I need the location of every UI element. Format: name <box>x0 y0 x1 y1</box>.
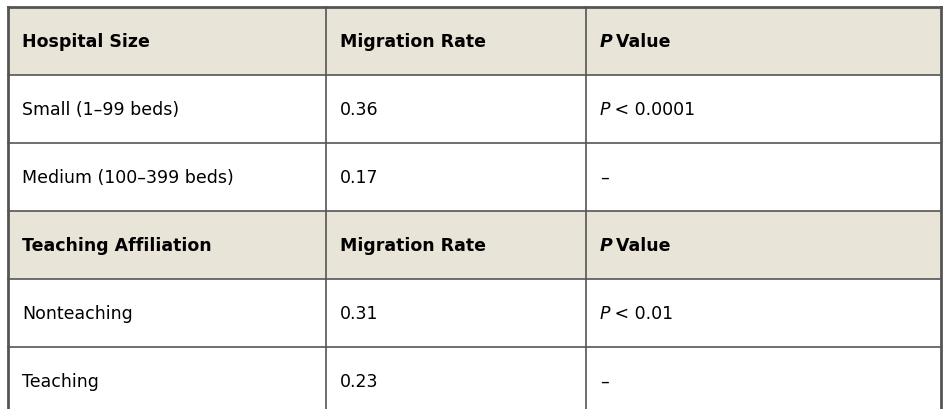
Bar <box>8 76 326 144</box>
Text: Migration Rate: Migration Rate <box>340 236 486 254</box>
Bar <box>326 144 586 211</box>
Text: Hospital Size: Hospital Size <box>22 33 150 51</box>
Bar <box>586 76 941 144</box>
Bar <box>8 8 326 76</box>
Text: P: P <box>600 236 613 254</box>
Text: 0.36: 0.36 <box>340 101 379 119</box>
Text: 0.17: 0.17 <box>340 169 379 187</box>
Bar <box>326 279 586 347</box>
Bar <box>586 279 941 347</box>
Bar <box>326 211 586 279</box>
Text: Nonteaching: Nonteaching <box>22 304 133 322</box>
Bar <box>586 347 941 409</box>
Bar <box>586 8 941 76</box>
Bar <box>326 76 586 144</box>
Text: –: – <box>600 372 609 390</box>
Text: –: – <box>600 169 609 187</box>
Bar <box>8 211 326 279</box>
Text: Teaching Affiliation: Teaching Affiliation <box>22 236 211 254</box>
Bar <box>8 144 326 211</box>
Bar <box>8 347 326 409</box>
Bar <box>326 8 586 76</box>
Bar <box>326 347 586 409</box>
Bar <box>586 144 941 211</box>
Text: Teaching: Teaching <box>22 372 98 390</box>
Text: P: P <box>600 33 613 51</box>
Text: Value: Value <box>610 236 670 254</box>
Text: Value: Value <box>610 33 670 51</box>
Text: 0.23: 0.23 <box>340 372 379 390</box>
Text: 0.31: 0.31 <box>340 304 379 322</box>
Text: Migration Rate: Migration Rate <box>340 33 486 51</box>
Bar <box>586 211 941 279</box>
Text: P: P <box>600 101 611 119</box>
Text: Small (1–99 beds): Small (1–99 beds) <box>22 101 179 119</box>
Text: < 0.0001: < 0.0001 <box>609 101 695 119</box>
Text: Medium (100–399 beds): Medium (100–399 beds) <box>22 169 234 187</box>
Text: P: P <box>600 304 611 322</box>
Text: < 0.01: < 0.01 <box>609 304 673 322</box>
Bar <box>8 279 326 347</box>
